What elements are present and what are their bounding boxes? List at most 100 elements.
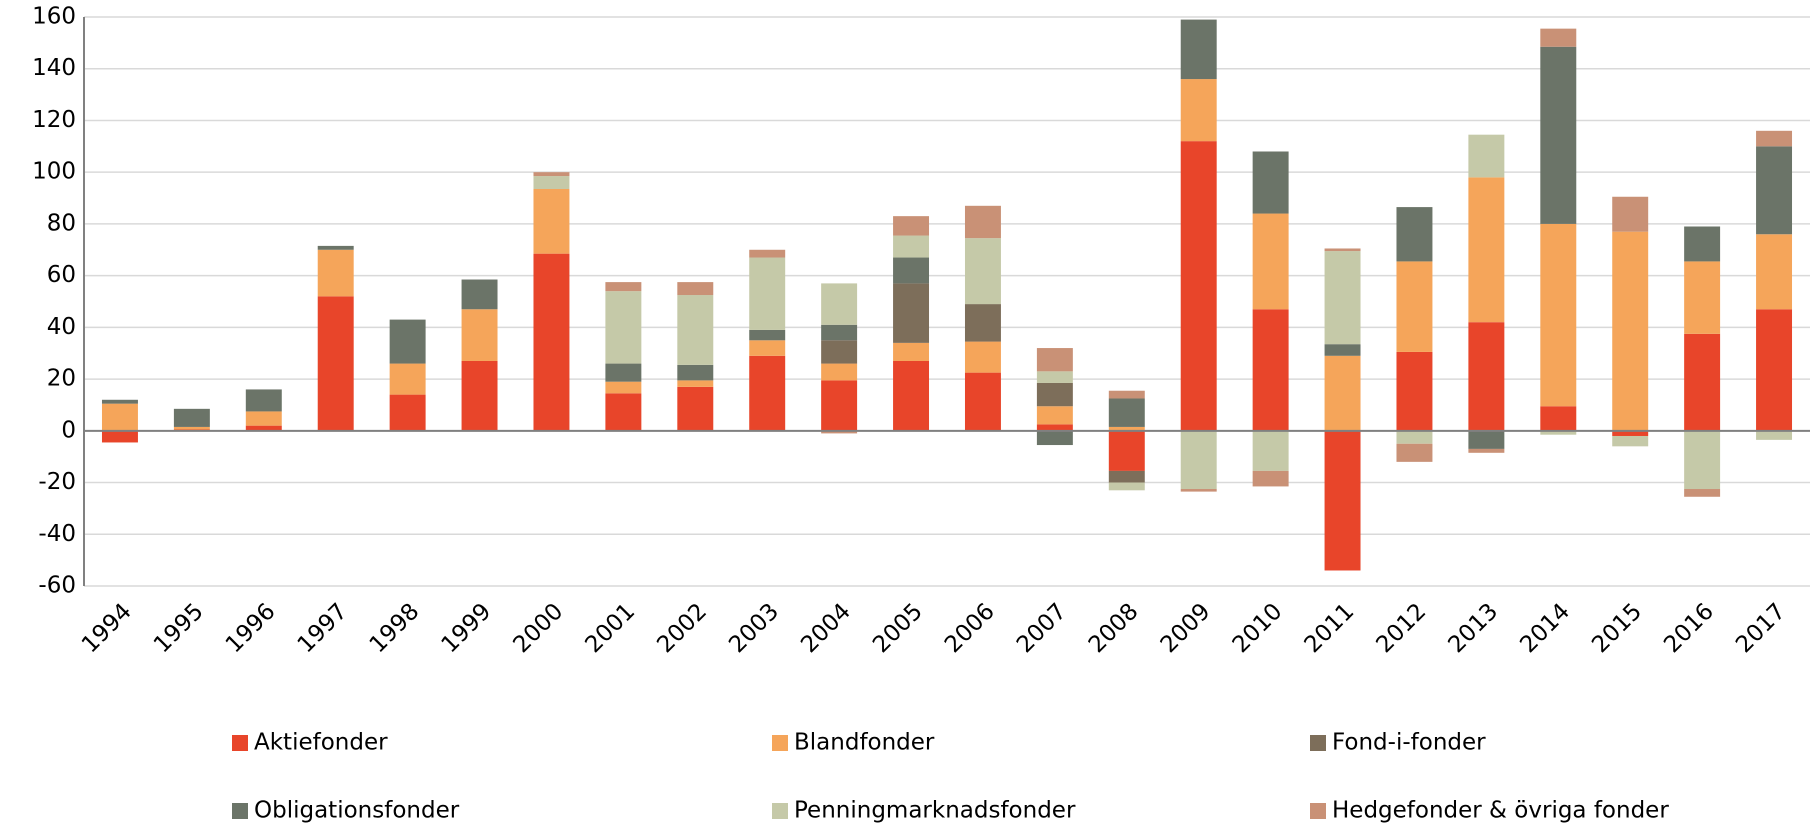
bar-segment xyxy=(245,389,282,412)
x-tick-label: 2017 xyxy=(1731,598,1791,658)
bar-segment xyxy=(101,403,138,431)
y-tick-label: 120 xyxy=(32,107,76,133)
bar-segment xyxy=(1684,430,1721,490)
legend-label: Hedgefonder & övriga fonder xyxy=(1332,798,1669,824)
bar-segment xyxy=(1396,430,1433,444)
bar-segment xyxy=(1468,430,1505,449)
bar-segment xyxy=(893,216,930,236)
bar-segment xyxy=(1324,344,1361,356)
x-tick-label: 2012 xyxy=(1372,598,1432,658)
bar-segment xyxy=(1756,130,1793,147)
bar-segment xyxy=(101,430,138,443)
bar-segment xyxy=(1540,430,1577,435)
bar-segment xyxy=(1036,430,1073,446)
bar-segment xyxy=(101,399,138,404)
bar-segment xyxy=(677,386,714,431)
bar-segment xyxy=(1396,261,1433,352)
bar-segment xyxy=(461,309,498,361)
bar-segment xyxy=(893,360,930,431)
x-tick-label: 2011 xyxy=(1300,598,1360,658)
bar-segment xyxy=(245,411,282,426)
bar-segment xyxy=(821,363,858,381)
bar-segment xyxy=(1396,443,1433,462)
y-tick-label: 60 xyxy=(47,262,76,288)
bar-segment xyxy=(1180,19,1217,80)
bar-segment xyxy=(317,296,354,431)
x-tick-label: 2002 xyxy=(652,598,712,658)
legend-swatch xyxy=(1310,735,1326,751)
x-tick-label: 2005 xyxy=(868,598,928,658)
bar-segment xyxy=(1756,309,1793,431)
bar-segment xyxy=(1180,489,1217,492)
bar-segment xyxy=(677,295,714,365)
bar-segment xyxy=(677,282,714,296)
y-tick-label: -20 xyxy=(38,469,76,495)
bar-segment xyxy=(1612,435,1649,447)
bar-segment xyxy=(1252,430,1289,471)
legend-swatch xyxy=(772,803,788,819)
y-tick-label: 80 xyxy=(47,210,76,236)
bar-segment xyxy=(1756,430,1793,440)
bar-segment xyxy=(1252,151,1289,214)
bar-segment xyxy=(1252,213,1289,310)
legend-label: Fond-i-fonder xyxy=(1332,730,1486,756)
bar-segment xyxy=(1756,234,1793,310)
bar-segment xyxy=(1180,141,1217,431)
bar-segment xyxy=(821,430,858,434)
x-tick-label: 2016 xyxy=(1659,598,1719,658)
legend-label: Blandfonder xyxy=(794,730,935,756)
y-tick-label: 0 xyxy=(61,417,76,443)
bar-segment xyxy=(1324,248,1361,252)
bar-segment xyxy=(317,249,354,297)
bar-segment xyxy=(533,188,570,254)
x-tick-label: 1994 xyxy=(77,598,137,658)
bar-segment xyxy=(605,363,642,382)
bar-segment xyxy=(1612,231,1649,431)
bar-segment xyxy=(1612,196,1649,232)
x-tick-label: 2013 xyxy=(1443,598,1503,658)
bar-segment xyxy=(533,253,570,431)
legend-label: Obligationsfonder xyxy=(254,798,460,824)
bar-segment xyxy=(461,360,498,431)
bar-segment xyxy=(964,304,1001,342)
y-tick-label: 40 xyxy=(47,314,76,340)
bar-segment xyxy=(1540,28,1577,47)
x-tick-label: 2015 xyxy=(1587,598,1647,658)
bar-segment xyxy=(1540,46,1577,224)
bar-segment xyxy=(1396,207,1433,262)
x-tick-label: 1997 xyxy=(293,598,353,658)
bar-segment xyxy=(1324,355,1361,431)
bar-segment xyxy=(389,363,426,395)
bar-segment xyxy=(605,291,642,364)
x-tick-label: 1996 xyxy=(221,598,281,658)
bar-segment xyxy=(1612,430,1649,436)
bar-segment xyxy=(749,257,786,330)
bar-segment xyxy=(533,176,570,189)
bar-segment xyxy=(1036,348,1073,372)
legend-swatch xyxy=(232,735,248,751)
x-tick-label: 2003 xyxy=(724,598,784,658)
bar-segment xyxy=(1540,406,1577,431)
bar-segment xyxy=(821,340,858,364)
bar-segment xyxy=(1540,223,1577,407)
y-tick-label: 140 xyxy=(32,55,76,81)
bar-segment xyxy=(964,205,1001,239)
bar-segment xyxy=(1108,398,1145,427)
x-tick-label: 1999 xyxy=(437,598,497,658)
bar-segment xyxy=(821,283,858,325)
x-tick-label: 1998 xyxy=(365,598,425,658)
bar-segment xyxy=(317,245,354,250)
bar-segment xyxy=(1108,390,1145,399)
bar-segment xyxy=(1684,261,1721,334)
x-tick-label: 2014 xyxy=(1515,598,1575,658)
bar-segment xyxy=(1108,430,1145,471)
bar-segment xyxy=(821,324,858,341)
bar-segment xyxy=(1684,333,1721,431)
bar-segment xyxy=(749,249,786,258)
bar-segment xyxy=(1252,470,1289,487)
bar-segment xyxy=(893,283,930,343)
bar-segment xyxy=(1468,322,1505,431)
bar-segment xyxy=(1180,79,1217,142)
bar-segment xyxy=(1036,371,1073,383)
bar-segment xyxy=(964,372,1001,431)
